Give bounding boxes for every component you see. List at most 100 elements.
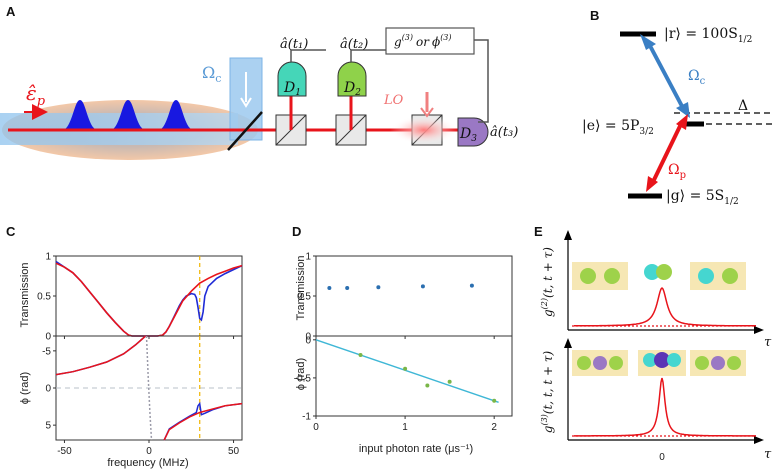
probe-arrowhead-top [676, 114, 688, 130]
e-top-dot-green-right [722, 268, 738, 284]
e-top-tau-label: τ [764, 335, 772, 350]
correlator-box-label: g(3) or ϕ(3) [394, 33, 452, 49]
d-top-ylabel: Transmission [295, 256, 307, 321]
d-bottom-xtick-label: 2 [491, 422, 497, 433]
d-bottom-xtick-label: 0 [313, 422, 319, 433]
panel-a: A ε̂p Ωc [0, 4, 518, 160]
state-g-label: |g⟩ = 5S1/2 [666, 188, 739, 207]
e-bot-dot-2 [593, 356, 607, 370]
detector-d3: D3 [457, 117, 489, 147]
e-bottom-yaxis-arrow [564, 338, 572, 348]
panel-d: D Transmission ϕ (rad) input photon rate… [292, 224, 513, 455]
d-top-point [469, 283, 474, 288]
c-bottom-series-model_central [145, 335, 153, 441]
e-top-dot-cyan-right [698, 268, 714, 284]
c-top-plot: 00.51 [37, 252, 243, 343]
lo-arrowhead [420, 107, 434, 118]
e-g3-curve [574, 377, 756, 437]
c-bottom-xtick-label: -50 [57, 446, 72, 457]
e-bot-dot-6 [727, 356, 741, 370]
panel-a-letter: A [6, 4, 16, 19]
d-top-frame [315, 255, 513, 337]
e-top-yaxis-arrow [564, 230, 572, 240]
c-bottom-plot: -505-50 0 50 [42, 335, 243, 457]
panel-b-letter: B [590, 8, 599, 23]
c-xlabel: frequency (MHz) [107, 457, 188, 469]
e-top-dot-green-2 [604, 268, 620, 284]
state-e-label: |e⟩ = 5P3/2 [582, 118, 654, 137]
control-arrowhead-bottom [676, 102, 690, 118]
d-bottom-ytick-label: 0 [305, 335, 311, 346]
e-g2-label: g(2)(t, t + τ) [540, 247, 555, 317]
d-top-plot: 00.51 [297, 252, 513, 343]
c-bottom-ylabel: ϕ (rad) [19, 372, 31, 404]
c-top-ytick-label: 1 [45, 252, 51, 263]
probe-field-label: ε̂p [26, 81, 46, 109]
d-bottom-ytick-label: -0.5 [294, 373, 312, 384]
probe-transition-arrow [650, 121, 684, 185]
c-top-ytick-label: 0.5 [37, 292, 51, 303]
mode-label-t1: â(t₁) [280, 37, 308, 52]
d-top-ytick-label: 0.5 [297, 292, 311, 303]
wire-d2 [350, 49, 386, 62]
detuning-label: Δ [738, 98, 748, 114]
d-bottom-plot: 0-0.5-10 1 2 [294, 335, 513, 433]
correlator-box [385, 27, 475, 55]
e-bot-dot-1 [577, 356, 591, 370]
panel-c-letter: C [6, 224, 16, 239]
d-bottom-point [492, 398, 497, 403]
panel-c: C Transmission ϕ (rad) frequency (MHz) 0… [6, 224, 243, 469]
e-g2-curve [574, 286, 756, 327]
photon-pulse-3 [158, 100, 194, 130]
panel-e-letter: E [534, 224, 543, 239]
e-bot-dot-3 [609, 356, 623, 370]
c-bottom-ytick-label: -5 [42, 346, 51, 357]
d-bottom-point [358, 353, 363, 358]
d-top-point [327, 286, 332, 290]
c-top-ylabel: Transmission [19, 263, 31, 328]
e-bot-dot-4 [695, 356, 709, 370]
e-bottom-xaxis-arrow [754, 436, 764, 444]
wire-d3 [474, 39, 489, 123]
c-top-frame [55, 255, 243, 337]
c-bottom-series-measured_right [163, 401, 243, 441]
e-bottom-tau-label: τ [764, 447, 772, 462]
c-bottom-ytick-label: 0 [45, 384, 51, 395]
d-bottom-fit-line [315, 339, 499, 403]
panel-b: B Δ Ωc Ωp |r⟩ = 100S1/2 |e⟩ = 5P3/2 |g⟩ … [582, 8, 774, 207]
panel-d-letter: D [292, 224, 301, 239]
detector-d2: D2 [337, 61, 367, 98]
lo-glow [390, 116, 458, 144]
control-beam-outline [229, 57, 263, 141]
e-bot-dot-center-purple [654, 352, 670, 368]
dichroic-mirror [227, 111, 263, 151]
mode-label-t2: â(t₂) [340, 37, 368, 52]
d-xlabel: input photon rate (μs⁻¹) [359, 443, 473, 455]
mode-label-t3: â(t₃) [490, 125, 518, 140]
svg-text:D2: D2 [343, 80, 361, 98]
omega-c-label: Ωc [688, 68, 706, 87]
c-bottom-xtick-label: 50 [228, 446, 240, 457]
c-bottom-ytick-label: 5 [45, 421, 51, 432]
control-arrowhead-top [640, 34, 656, 50]
c-top-series-model [55, 262, 243, 337]
e-bot-dot-center-cyan-1 [643, 353, 657, 367]
c-bottom-series-measured_left [55, 335, 147, 376]
omega-p-label: Ωp [668, 162, 686, 181]
e-bot-dot-5 [711, 356, 725, 370]
wire-d1 [290, 49, 326, 62]
e-bot-dot-center-cyan-2 [667, 353, 681, 367]
control-field-label: Ωc [202, 63, 221, 85]
c-bottom-xtick-label: 0 [146, 446, 152, 457]
d-top-point [345, 286, 350, 290]
photon-pulse-1 [62, 100, 98, 130]
state-r-label: |r⟩ = 100S1/2 [664, 26, 752, 45]
e-top-dot-cyan [644, 264, 660, 280]
detector-d1: D1 [277, 61, 307, 98]
c-top-series-measured [55, 260, 243, 337]
d-top-point [420, 284, 425, 289]
lo-label: LO [383, 93, 404, 108]
c-bottom-series-model_right [163, 402, 243, 441]
d-bottom-ylabel: ϕ (rad) [295, 358, 307, 390]
